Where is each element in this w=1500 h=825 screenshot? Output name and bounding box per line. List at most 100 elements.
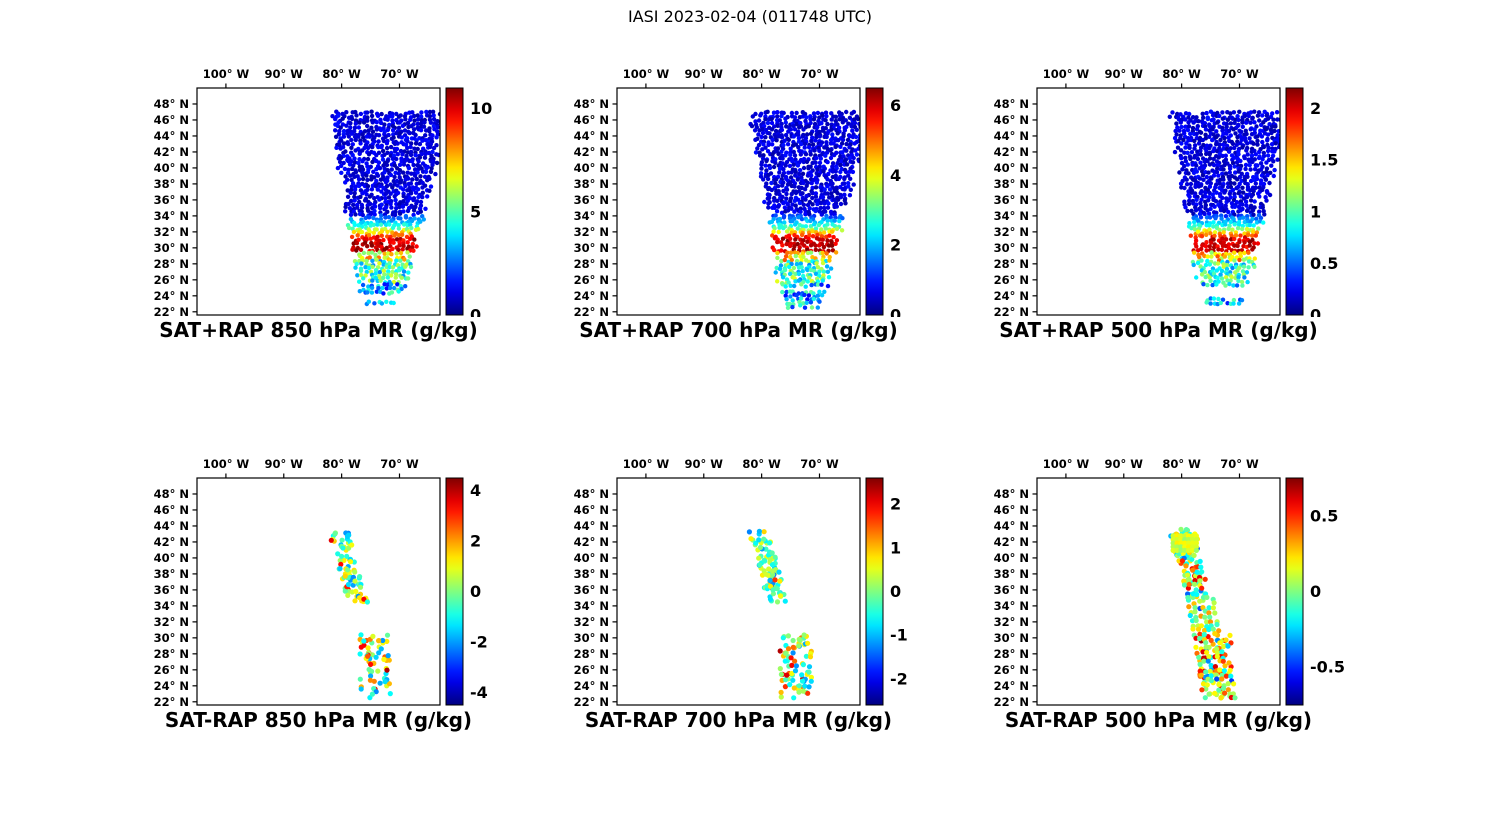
panel-title: SAT-RAP 700 hPa MR (g/kg)	[584, 708, 893, 732]
lat-tick-label: 24° N	[574, 289, 609, 303]
lon-tick-label: 70° W	[380, 457, 419, 471]
panel-title: SAT+RAP 850 hPa MR (g/kg)	[159, 318, 478, 342]
lat-tick-label: 44° N	[994, 129, 1029, 143]
lat-tick-label: 34° N	[994, 209, 1029, 223]
data-swath	[1167, 109, 1280, 307]
lat-tick-label: 40° N	[994, 551, 1029, 565]
colorbar-tick-label: 0	[890, 306, 901, 318]
lat-tick-label: 32° N	[994, 225, 1029, 239]
lat-tick-label: 42° N	[154, 535, 189, 549]
colorbar-tick-labels: 0 5 10	[470, 99, 492, 317]
lon-tick-labels: 100° W 90° W 80° W 70° W	[203, 67, 419, 88]
lat-tick-label: 44° N	[574, 129, 609, 143]
colorbar-tick-label: -2	[470, 632, 488, 651]
lat-tick-label: 28° N	[994, 647, 1029, 661]
lat-tick-label: 40° N	[994, 161, 1029, 175]
lat-tick-label: 44° N	[154, 519, 189, 533]
lat-tick-label: 44° N	[994, 519, 1029, 533]
colorbar-tick-label: 0	[1310, 582, 1321, 601]
lon-tick-labels: 100° W 90° W 80° W 70° W	[623, 457, 839, 478]
lon-tick-label: 80° W	[322, 457, 361, 471]
lat-tick-label: 46° N	[154, 503, 189, 517]
lat-tick-label: 48° N	[574, 487, 609, 501]
colorbar-tick-label: 2	[890, 236, 901, 255]
lat-tick-label: 22° N	[994, 305, 1029, 317]
data-swath	[328, 530, 393, 701]
lat-tick-label: 22° N	[574, 305, 609, 317]
lon-tick-label: 90° W	[265, 67, 304, 81]
colorbar-tick-label: 1	[1310, 202, 1321, 221]
lat-tick-label: 32° N	[574, 615, 609, 629]
lat-tick-label: 48° N	[154, 97, 189, 111]
lat-tick-label: 24° N	[154, 679, 189, 693]
lat-tick-label: 30° N	[994, 241, 1029, 255]
lat-tick-label: 40° N	[154, 551, 189, 565]
lat-tick-label: 34° N	[154, 599, 189, 613]
lat-tick-label: 46° N	[994, 113, 1029, 127]
lon-tick-label: 80° W	[1162, 67, 1201, 81]
colorbar-tick-label: 10	[470, 99, 492, 118]
lat-tick-label: 28° N	[154, 257, 189, 271]
lat-tick-label: 48° N	[994, 97, 1029, 111]
lat-tick-label: 48° N	[994, 487, 1029, 501]
colorbar-tick-labels: 0 2 4 6	[890, 96, 901, 317]
lat-tick-label: 24° N	[574, 679, 609, 693]
colorbar-tick-label: 6	[890, 96, 901, 115]
panel-title: SAT-RAP 500 hPa MR (g/kg)	[1004, 708, 1313, 732]
colorbar-tick-label: -2	[890, 669, 908, 688]
data-swath	[746, 528, 814, 701]
lat-tick-label: 36° N	[154, 193, 189, 207]
lat-tick-label: 22° N	[994, 695, 1029, 707]
lon-tick-label: 100° W	[203, 67, 250, 81]
lat-tick-label: 22° N	[154, 695, 189, 707]
lat-tick-label: 38° N	[154, 177, 189, 191]
data-swath	[748, 109, 860, 310]
lat-tick-label: 42° N	[574, 145, 609, 159]
lat-tick-labels: 48° N 46° N 44° N 42° N 40° N 38° N 36° N 34° N…	[154, 97, 197, 317]
lat-tick-label: 24° N	[154, 289, 189, 303]
figure-title: IASI 2023-02-04 (011748 UTC)	[627, 7, 873, 26]
colorbar-tick-label: 4	[470, 481, 481, 500]
lat-tick-label: 26° N	[154, 273, 189, 287]
lat-tick-label: 26° N	[154, 663, 189, 677]
lat-tick-label: 46° N	[574, 113, 609, 127]
map-plot-850-difference: 100° W 90° W 80° W 70° W 48° N 46° N 44° N 42° …	[154, 457, 488, 707]
colorbar-tick-label: 5	[470, 202, 481, 221]
map-axes-box	[1036, 477, 1281, 706]
lat-tick-label: 32° N	[154, 225, 189, 239]
colorbar-tick-label: 1	[890, 538, 901, 557]
panel-sat-plus-rap-500-hpa: 100° W 90° W 80° W 70° W 48° N 46° N 44° N 42° …	[952, 55, 1372, 355]
lat-tick-label: 42° N	[154, 145, 189, 159]
data-swath	[1168, 526, 1238, 701]
lat-tick-label: 26° N	[994, 663, 1029, 677]
lat-tick-label: 34° N	[154, 209, 189, 223]
lat-tick-label: 28° N	[994, 257, 1029, 271]
lon-tick-labels: 100° W 90° W 80° W 70° W	[203, 457, 419, 478]
lat-tick-label: 24° N	[994, 289, 1029, 303]
panel-title: SAT-RAP 850 hPa MR (g/kg)	[164, 708, 473, 732]
lat-tick-label: 32° N	[994, 615, 1029, 629]
lat-tick-label: 28° N	[574, 257, 609, 271]
lat-tick-label: 36° N	[994, 583, 1029, 597]
colorbar	[1285, 87, 1304, 316]
lon-tick-label: 100° W	[623, 457, 670, 471]
panel-sat-plus-rap-850-hpa: 100° W 90° W 80° W 70° W 48° N 46° N 44° N 42° …	[112, 55, 532, 355]
panel-sat-minus-rap-850-hpa: 100° W 90° W 80° W 70° W 48° N 46° N 44° N 42° …	[112, 445, 532, 745]
lat-tick-label: 34° N	[994, 599, 1029, 613]
map-axes-box	[1036, 87, 1281, 316]
colorbar	[445, 87, 464, 316]
lat-tick-label: 22° N	[574, 695, 609, 707]
lon-tick-label: 70° W	[800, 67, 839, 81]
colorbar-tick-label: 0	[470, 306, 481, 318]
lat-tick-label: 28° N	[574, 647, 609, 661]
lon-tick-labels: 100° W 90° W 80° W 70° W	[1043, 457, 1259, 478]
panel-title: SAT+RAP 700 hPa MR (g/kg)	[579, 318, 898, 342]
colorbar-tick-label: 2	[890, 495, 901, 514]
lat-tick-label: 36° N	[574, 583, 609, 597]
lat-tick-label: 40° N	[574, 551, 609, 565]
lon-tick-label: 80° W	[322, 67, 361, 81]
lat-tick-label: 26° N	[574, 663, 609, 677]
lat-tick-label: 26° N	[994, 273, 1029, 287]
lat-tick-label: 30° N	[154, 241, 189, 255]
data-swath	[330, 109, 440, 307]
